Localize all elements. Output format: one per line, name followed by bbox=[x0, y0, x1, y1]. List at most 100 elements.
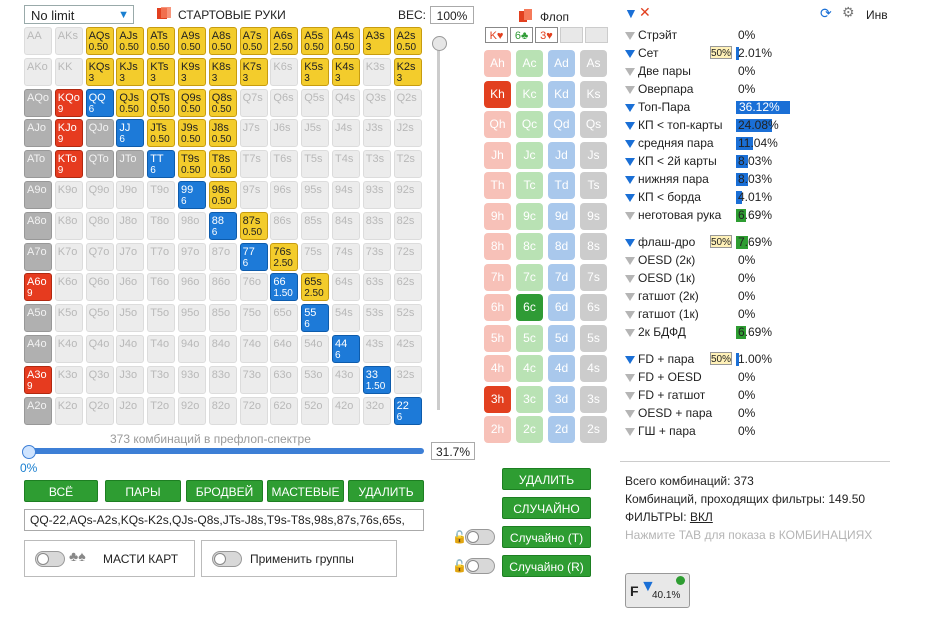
card-3h[interactable]: 3h bbox=[484, 385, 511, 413]
hand-cell-k6o[interactable]: K6o bbox=[54, 273, 83, 302]
card-4s[interactable]: 4s bbox=[580, 355, 607, 382]
hand-cell-42s[interactable]: 42s bbox=[393, 335, 422, 363]
lock-icon-2[interactable]: 🔓 bbox=[452, 559, 467, 573]
hand-cell-97s[interactable]: 97s bbox=[239, 181, 268, 209]
card-2d[interactable]: 2d bbox=[548, 416, 575, 443]
lock-icon[interactable]: 🔓 bbox=[452, 530, 467, 544]
hand-cell-96o[interactable]: 96o bbox=[178, 273, 206, 302]
hand-cell-aa[interactable]: AA bbox=[24, 27, 52, 55]
filter-funnel-icon[interactable] bbox=[625, 310, 635, 319]
hand-cell-a4o[interactable]: A4o bbox=[24, 335, 52, 363]
hand-cell-q4o[interactable]: Q4o bbox=[85, 335, 114, 363]
hand-cell-kk[interactable]: KK bbox=[54, 57, 83, 86]
hand-cell-a6o[interactable]: A6o 9 bbox=[24, 273, 52, 302]
hand-cell-92o[interactable]: 92o bbox=[178, 396, 206, 425]
filter-funnel-icon[interactable] bbox=[625, 409, 635, 418]
hand-cell-aqo[interactable]: AQo bbox=[24, 88, 52, 117]
hand-cell-k5s[interactable]: K5s 3 bbox=[301, 57, 330, 86]
hand-cell-87o[interactable]: 87o bbox=[208, 242, 237, 271]
hand-cell-t3o[interactable]: T3o bbox=[147, 365, 176, 394]
hand-cell-43o[interactable]: 43o bbox=[332, 365, 360, 394]
filter-row-rows-10[interactable]: неготовая рука 6.69% bbox=[625, 207, 925, 224]
filter-funnel-icon[interactable] bbox=[625, 211, 635, 220]
random-river-toggle[interactable] bbox=[465, 558, 495, 574]
filter-funnel-icon[interactable] bbox=[625, 49, 635, 58]
card-4c[interactable]: 4c bbox=[516, 355, 543, 382]
hand-cell-qto[interactable]: QTo bbox=[85, 150, 114, 179]
card-kc[interactable]: Kc bbox=[516, 80, 543, 108]
filter-row-draw_rows-3[interactable]: гатшот (2к) 0% bbox=[625, 288, 925, 305]
filter-weight-badge[interactable]: 50% bbox=[710, 235, 732, 248]
board-slot-2[interactable]: 6♣ bbox=[510, 27, 533, 43]
hand-cell-t8o[interactable]: T8o bbox=[147, 211, 176, 240]
hand-cell-kjs[interactable]: KJs 3 bbox=[116, 57, 145, 86]
filter-funnel-icon[interactable] bbox=[625, 274, 635, 283]
hand-cell-aks[interactable]: AKs bbox=[54, 27, 83, 55]
hand-cell-97o[interactable]: 97o bbox=[178, 242, 206, 271]
filter-funnel-icon[interactable] bbox=[625, 85, 635, 94]
hand-cell-t6o[interactable]: T6o bbox=[147, 273, 176, 302]
card-td[interactable]: Td bbox=[548, 172, 575, 199]
hand-cell-j7s[interactable]: J7s bbox=[239, 119, 268, 148]
hand-cell-77[interactable]: 77 6 bbox=[239, 242, 268, 271]
groups-toggle[interactable] bbox=[212, 551, 242, 567]
hand-cell-a5s[interactable]: A5s 0.50 bbox=[301, 27, 330, 55]
filters-state-link[interactable]: ВКЛ bbox=[689, 510, 713, 524]
hand-cell-84s[interactable]: 84s bbox=[332, 211, 360, 240]
card-2c[interactable]: 2c bbox=[516, 416, 543, 443]
card-5d[interactable]: 5d bbox=[548, 324, 575, 352]
card-7c[interactable]: 7c bbox=[516, 263, 543, 291]
hand-cell-q8o[interactable]: Q8o bbox=[85, 211, 114, 240]
hand-cell-98s[interactable]: 98s 0.50 bbox=[208, 181, 237, 209]
card-7d[interactable]: 7d bbox=[548, 263, 575, 291]
card-8c[interactable]: 8c bbox=[516, 233, 543, 260]
filter-row-draw_rows-5[interactable]: 2к БДФД 6.69% bbox=[625, 324, 925, 341]
hand-cell-t4o[interactable]: T4o bbox=[147, 335, 176, 363]
hand-cell-k2o[interactable]: K2o bbox=[54, 396, 83, 425]
hand-cell-ajo[interactable]: AJo bbox=[24, 119, 52, 148]
card-ks[interactable]: Ks bbox=[580, 80, 607, 108]
hand-cell-q7o[interactable]: Q7o bbox=[85, 242, 114, 271]
hand-cell-85s[interactable]: 85s bbox=[301, 211, 330, 240]
card-ah[interactable]: Ah bbox=[484, 50, 511, 77]
card-ts[interactable]: Ts bbox=[580, 172, 607, 199]
hand-cell-k7o[interactable]: K7o bbox=[54, 242, 83, 271]
filter-row-draw_rows-0[interactable]: флаш-дро 50% 7.69% bbox=[625, 234, 925, 251]
suited-button[interactable]: МАСТЕВЫЕ bbox=[267, 480, 344, 502]
hand-cell-t8s[interactable]: T8s 0.50 bbox=[208, 150, 237, 179]
hand-cell-a9s[interactable]: A9s 0.50 bbox=[178, 27, 206, 55]
game-type-select[interactable]: No limit ▼ bbox=[24, 5, 134, 24]
hand-cell-j5o[interactable]: J5o bbox=[116, 304, 145, 333]
hand-cell-54s[interactable]: 54s bbox=[332, 304, 360, 333]
hand-cell-t2o[interactable]: T2o bbox=[147, 396, 176, 425]
hand-cell-a8s[interactable]: A8s 0.50 bbox=[208, 27, 237, 55]
card-5h[interactable]: 5h bbox=[484, 324, 511, 352]
filter-row-rows-8[interactable]: нижняя пара 8.03% bbox=[625, 171, 925, 188]
hand-cell-j3o[interactable]: J3o bbox=[116, 365, 145, 394]
hand-cell-64s[interactable]: 64s bbox=[332, 273, 360, 302]
hand-cell-tt[interactable]: TT 6 bbox=[147, 150, 176, 179]
filter-row-combo_rows-1[interactable]: FD + OESD 0% bbox=[625, 369, 925, 386]
delete-board-button[interactable]: УДАЛИТЬ bbox=[502, 468, 591, 490]
card-5c[interactable]: 5c bbox=[516, 324, 543, 352]
hand-cell-63s[interactable]: 63s bbox=[362, 273, 391, 302]
card-9s[interactable]: 9s bbox=[580, 202, 607, 230]
hand-cell-43s[interactable]: 43s bbox=[362, 335, 391, 363]
hand-cell-q6o[interactable]: Q6o bbox=[85, 273, 114, 302]
filter-funnel-icon[interactable] bbox=[625, 67, 635, 76]
hand-cell-88[interactable]: 88 6 bbox=[208, 211, 237, 240]
hand-cell-k7s[interactable]: K7s 3 bbox=[239, 57, 268, 86]
hand-cell-87s[interactable]: 87s 0.50 bbox=[239, 211, 268, 240]
hand-cell-q4s[interactable]: Q4s bbox=[332, 88, 360, 117]
hand-cell-k2s[interactable]: K2s 3 bbox=[393, 57, 422, 86]
filter-funnel-icon[interactable] bbox=[625, 427, 635, 436]
hand-cell-k6s[interactable]: K6s bbox=[270, 57, 299, 86]
hand-cell-a7o[interactable]: A7o bbox=[24, 242, 52, 271]
hand-cell-ako[interactable]: AKo bbox=[24, 57, 52, 86]
hand-cell-65s[interactable]: 65s 2.50 bbox=[301, 273, 330, 302]
hand-cell-95o[interactable]: 95o bbox=[178, 304, 206, 333]
hand-cell-j3s[interactable]: J3s bbox=[362, 119, 391, 148]
hand-cell-ajs[interactable]: AJs 0.50 bbox=[116, 27, 145, 55]
board-slot-5[interactable] bbox=[585, 27, 608, 43]
hand-cell-a2s[interactable]: A2s 0.50 bbox=[393, 27, 422, 55]
